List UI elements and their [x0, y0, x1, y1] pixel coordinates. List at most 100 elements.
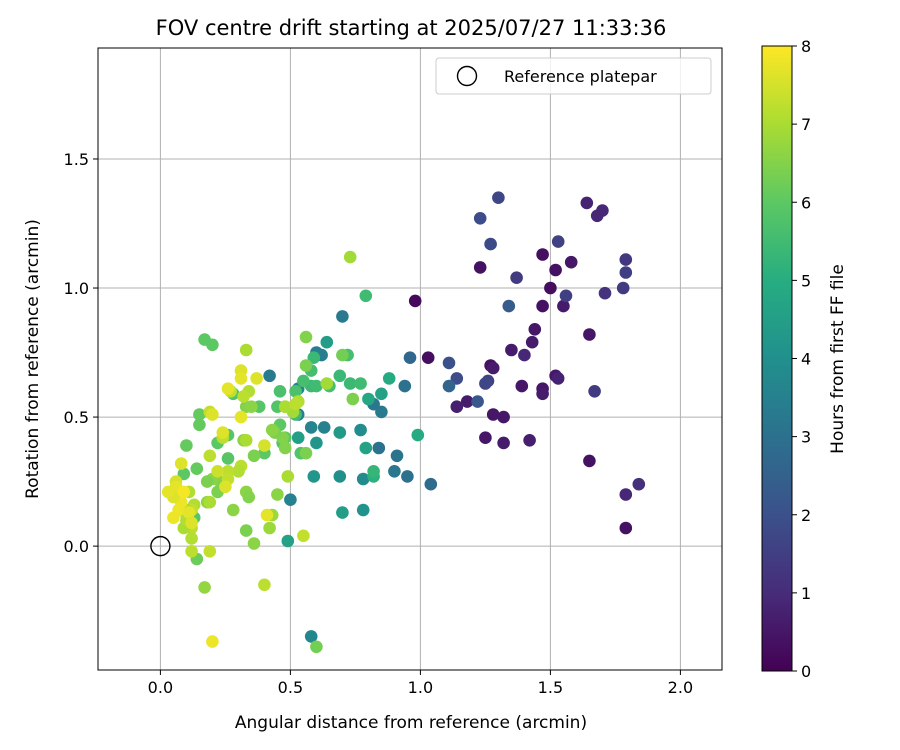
x-tick-label: 1.5	[538, 678, 563, 697]
y-tick-label: 0.0	[64, 537, 89, 556]
data-point	[523, 434, 536, 447]
data-point	[398, 379, 412, 393]
data-point	[234, 372, 248, 385]
data-point	[281, 470, 295, 483]
legend-box	[435, 57, 712, 95]
colorbar-tick-label: 8	[801, 37, 811, 56]
data-point	[190, 462, 204, 476]
data-point	[359, 441, 373, 455]
colorbar-label: Hours from first FF file	[828, 264, 848, 454]
data-point	[317, 421, 331, 434]
data-point	[185, 516, 198, 530]
data-point	[362, 392, 375, 406]
data-point	[239, 434, 253, 447]
data-point	[510, 271, 523, 285]
reference-platepar-marker	[150, 535, 171, 557]
data-point	[304, 630, 318, 643]
data-point	[206, 408, 219, 421]
data-point	[354, 423, 367, 437]
data-point	[619, 521, 633, 535]
data-point	[245, 400, 258, 414]
data-point	[536, 387, 549, 401]
data-point	[375, 387, 388, 401]
data-point	[247, 449, 261, 463]
data-point	[289, 397, 302, 411]
x-tick-label: 0.5	[278, 678, 303, 697]
data-point	[375, 405, 388, 419]
data-point	[333, 426, 347, 439]
colorbar-tick-label: 7	[801, 115, 811, 134]
data-point	[320, 335, 334, 349]
data-point	[367, 465, 380, 478]
data-point	[551, 372, 565, 385]
data-point	[221, 382, 235, 396]
data-point	[289, 385, 302, 398]
data-point	[346, 392, 360, 406]
data-point	[206, 635, 219, 648]
data-point	[354, 377, 367, 390]
legend-reference-marker	[456, 65, 478, 87]
data-point	[198, 581, 211, 594]
data-point	[473, 261, 487, 274]
data-point	[408, 294, 422, 308]
data-point	[390, 449, 404, 463]
data-point	[356, 472, 370, 486]
data-point	[193, 408, 206, 421]
data-point	[502, 299, 516, 313]
colorbar-tick-label: 6	[801, 193, 811, 212]
data-point	[320, 377, 334, 390]
data-point	[632, 477, 646, 491]
data-point	[299, 359, 313, 372]
data-point	[401, 470, 414, 483]
data-points	[161, 191, 646, 654]
data-point	[616, 281, 630, 295]
data-point	[484, 237, 497, 251]
data-point	[525, 335, 539, 349]
data-point	[182, 506, 196, 519]
data-point	[263, 369, 276, 383]
data-point	[310, 640, 323, 654]
plot-frame	[97, 47, 723, 671]
data-point	[307, 470, 321, 483]
legend: Reference platepar	[435, 57, 712, 95]
data-point	[226, 503, 240, 517]
data-point	[497, 436, 510, 450]
data-point	[479, 377, 492, 390]
data-point	[557, 299, 570, 313]
data-point	[486, 408, 500, 421]
colorbar-tick-label: 4	[801, 350, 811, 369]
data-point	[161, 485, 175, 499]
legend-label: Reference platepar	[504, 67, 657, 86]
data-point	[333, 470, 347, 483]
data-point	[307, 351, 321, 365]
data-point	[528, 323, 542, 336]
data-point	[515, 379, 529, 393]
data-point	[486, 361, 500, 375]
data-point	[583, 328, 596, 341]
data-point	[336, 310, 349, 323]
data-point	[250, 372, 263, 385]
x-tick-label: 0.0	[148, 678, 173, 697]
data-point	[247, 537, 261, 550]
y-tick-label: 1.5	[64, 150, 89, 169]
data-point	[258, 439, 271, 452]
data-point	[185, 545, 198, 558]
data-point	[232, 465, 245, 478]
data-point	[442, 356, 456, 370]
data-point	[271, 488, 284, 501]
data-point	[242, 490, 256, 504]
data-point	[598, 286, 612, 300]
data-point	[219, 480, 232, 494]
colorbar-ticks: 0 1 2 3 4 5 6 7 8	[792, 37, 811, 681]
data-point	[333, 369, 347, 383]
data-point	[424, 477, 438, 491]
data-point	[564, 255, 578, 269]
data-point	[619, 266, 633, 279]
y-axis-ticks: 0.0 0.5 1.0 1.5	[64, 150, 98, 556]
data-point	[237, 390, 250, 403]
data-point	[234, 410, 248, 424]
x-tick-label: 1.0	[408, 678, 433, 697]
data-point	[203, 495, 217, 509]
colorbar-tick-label: 5	[801, 271, 811, 290]
